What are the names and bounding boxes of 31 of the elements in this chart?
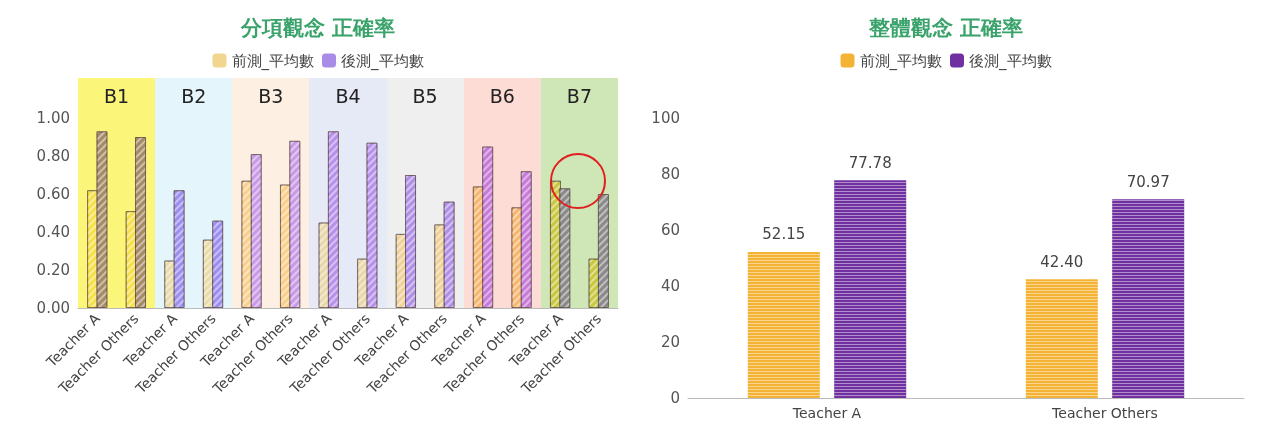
- y-tick-label: 0.20: [36, 261, 70, 279]
- text: B1: [104, 84, 130, 107]
- chart-title: 整體觀念 正確率: [867, 15, 1024, 40]
- legend-label: 前測_平均數: [859, 51, 942, 71]
- y-tick-label: 100: [651, 109, 680, 127]
- text: B5: [412, 84, 438, 107]
- data-label: 52.15: [762, 225, 806, 244]
- text: B2: [181, 84, 207, 107]
- y-tick-label: 0: [670, 389, 680, 407]
- y-tick-label: 0.60: [36, 185, 70, 203]
- y-tick-label: 0.40: [36, 223, 70, 241]
- x-tick-label: Teacher A: [791, 405, 862, 421]
- text: B7: [566, 84, 592, 107]
- legend-label: 後測_平均數: [341, 51, 424, 71]
- data-label: 77.78: [848, 153, 892, 172]
- text: B4: [335, 84, 361, 107]
- chart-title: 分項觀念 正確率: [239, 15, 396, 40]
- y-tick-label: 80: [660, 165, 680, 183]
- x-tick-label: Teacher Others: [1051, 405, 1158, 421]
- y-tick-label: 60: [660, 221, 680, 239]
- y-tick-label: 0.00: [36, 299, 70, 317]
- data-label: 70.97: [1126, 172, 1170, 191]
- y-tick-label: 40: [660, 277, 680, 295]
- data-label: 42.40: [1040, 252, 1084, 271]
- legend-label: 前測_平均數: [231, 51, 314, 71]
- y-tick-label: 0.80: [36, 147, 70, 165]
- y-tick-label: 20: [660, 333, 680, 351]
- legend-label: 後測_平均數: [969, 51, 1052, 71]
- text: B6: [489, 84, 515, 107]
- text: B3: [258, 84, 284, 107]
- y-tick-label: 1.00: [36, 109, 70, 127]
